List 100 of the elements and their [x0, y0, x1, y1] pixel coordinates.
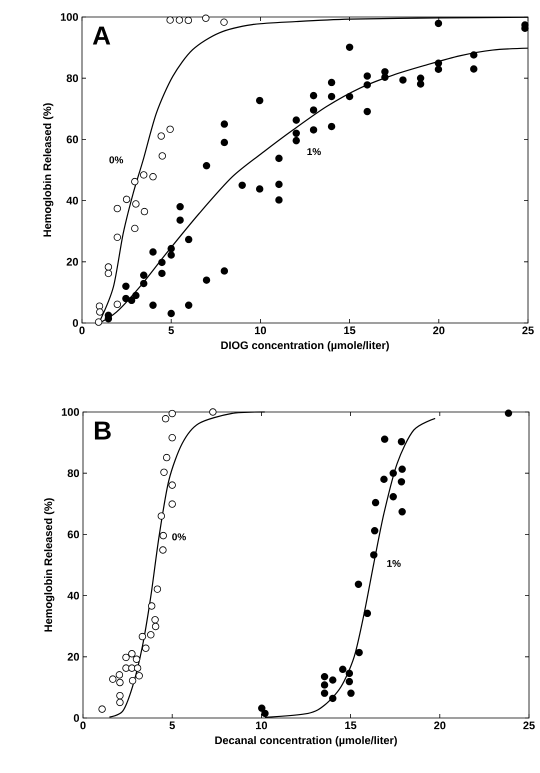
- point: [168, 434, 176, 442]
- x-tick-label: 20: [433, 326, 444, 334]
- point: [114, 204, 122, 212]
- point: [398, 438, 406, 446]
- point: [116, 671, 124, 679]
- point: [131, 178, 139, 186]
- point: [148, 602, 156, 610]
- x-tick-label: 25: [523, 722, 535, 730]
- point: [292, 136, 300, 144]
- point: [202, 276, 210, 284]
- point: [184, 302, 192, 309]
- point: [364, 108, 371, 116]
- y-tick-label: 40: [66, 196, 78, 204]
- y-tick-label: 20: [68, 652, 80, 661]
- point: [328, 122, 336, 130]
- point: [160, 532, 167, 540]
- x-tick-label: 0: [80, 722, 86, 730]
- point: [132, 292, 140, 300]
- point: [256, 96, 264, 104]
- point: [104, 263, 112, 271]
- point: [470, 65, 478, 73]
- x-tick-label: 25: [522, 326, 534, 334]
- y-axis-title: Hemoglobin Released (%): [43, 103, 54, 237]
- point: [261, 710, 269, 718]
- point: [381, 74, 389, 81]
- point: [364, 72, 371, 80]
- point: [275, 196, 283, 204]
- point: [142, 644, 150, 652]
- point: [158, 512, 166, 520]
- point: [162, 415, 170, 422]
- point: [94, 318, 102, 326]
- point: [328, 78, 336, 86]
- series-label: 1%: [387, 560, 401, 567]
- point: [220, 120, 228, 128]
- point: [328, 92, 336, 100]
- point: [128, 296, 136, 304]
- x-tick-label: 15: [345, 722, 356, 730]
- point: [346, 678, 354, 686]
- point: [256, 185, 264, 193]
- point: [158, 152, 166, 160]
- point: [128, 676, 136, 684]
- point: [168, 500, 176, 508]
- point: [470, 51, 478, 59]
- point: [154, 585, 162, 593]
- point: [166, 16, 174, 24]
- point: [346, 670, 354, 678]
- point: [370, 527, 378, 534]
- point: [159, 546, 167, 554]
- y-tick-label: 0: [72, 319, 78, 327]
- point: [398, 478, 406, 486]
- point: [346, 44, 354, 51]
- point: [416, 80, 424, 88]
- point: [96, 308, 104, 316]
- point: [355, 648, 363, 656]
- point: [320, 672, 328, 680]
- point: [122, 294, 130, 302]
- point: [310, 106, 318, 114]
- x-tick-label: 5: [168, 326, 174, 334]
- point: [354, 580, 362, 588]
- point: [160, 468, 168, 476]
- point: [434, 20, 442, 28]
- point: [380, 476, 388, 484]
- point: [258, 704, 266, 712]
- point: [132, 656, 140, 663]
- point: [166, 126, 174, 133]
- point: [176, 203, 184, 210]
- point: [184, 16, 192, 24]
- point: [347, 690, 355, 697]
- point: [147, 631, 154, 638]
- point: [158, 258, 166, 266]
- point: [151, 616, 159, 624]
- point: [122, 664, 130, 672]
- point: [292, 116, 300, 124]
- y-tick-label: 80: [68, 469, 80, 478]
- point: [114, 234, 122, 242]
- point: [132, 200, 140, 208]
- point: [434, 60, 442, 67]
- x-axis-title: Decanal concentration (µmole/liter): [215, 736, 397, 746]
- point: [158, 270, 166, 278]
- point: [128, 650, 136, 658]
- point: [122, 282, 130, 290]
- point: [364, 610, 372, 618]
- point: [134, 664, 142, 672]
- point: [398, 508, 406, 516]
- point: [168, 410, 176, 418]
- point: [135, 672, 143, 680]
- point: [116, 692, 124, 700]
- point: [220, 138, 228, 146]
- point: [122, 654, 130, 662]
- point: [104, 270, 112, 278]
- point: [168, 481, 176, 489]
- x-tick-label: 10: [254, 326, 266, 334]
- x-tick-label: 5: [169, 722, 175, 730]
- point: [292, 130, 300, 137]
- point: [320, 681, 328, 689]
- point: [275, 154, 283, 162]
- point: [140, 280, 148, 288]
- point: [131, 224, 139, 232]
- point: [168, 310, 175, 318]
- point: [380, 436, 388, 443]
